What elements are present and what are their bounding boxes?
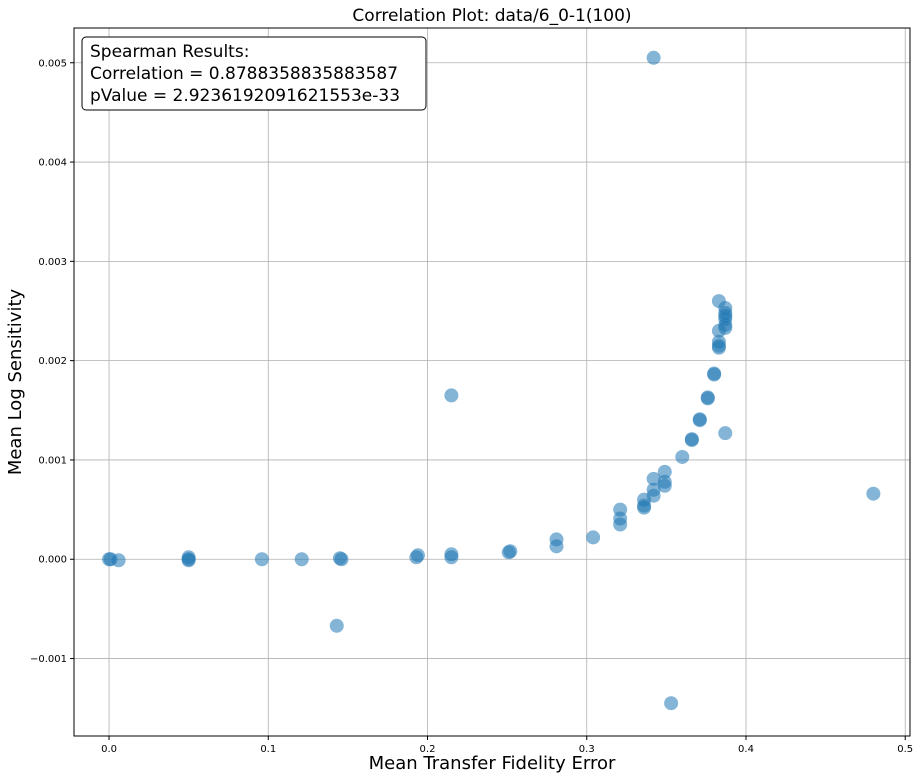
y-tick-label: 0.000 xyxy=(38,555,67,566)
data-point xyxy=(866,486,881,501)
data-point xyxy=(718,426,733,441)
x-tick-label: 0.3 xyxy=(579,744,595,755)
data-point xyxy=(646,471,661,486)
annotation-box: Spearman Results: Correlation = 0.878835… xyxy=(81,36,427,111)
x-tick-label: 0.2 xyxy=(420,744,436,755)
y-tick-label: 0.003 xyxy=(38,257,67,268)
data-point xyxy=(692,412,707,427)
data-point xyxy=(707,366,722,381)
y-tick-label: −0.001 xyxy=(30,654,67,665)
y-axis-label: Mean Log Sensitivity xyxy=(5,288,26,475)
x-axis-ticks: 0.0 0.1 0.2 0.3 0.4 0.5 xyxy=(101,736,913,755)
data-point xyxy=(646,50,661,65)
data-point xyxy=(549,532,564,547)
plot-border xyxy=(73,27,911,737)
y-tick-label: 0.004 xyxy=(38,158,67,169)
annotation-line-1: Spearman Results: xyxy=(90,42,249,62)
y-tick-label: 0.001 xyxy=(38,455,67,466)
y-axis-ticks: −0.001 0.000 0.001 0.002 0.003 0.004 0.005 xyxy=(30,58,74,665)
data-point xyxy=(294,552,309,567)
x-tick-label: 0.5 xyxy=(897,744,913,755)
data-points xyxy=(102,50,881,711)
grid-lines xyxy=(74,28,910,736)
y-tick-label: 0.005 xyxy=(38,58,67,69)
annotation-line-3: pValue = 2.9236192091621553e-33 xyxy=(90,86,400,106)
data-point xyxy=(646,482,661,497)
plot-area xyxy=(74,28,910,736)
data-point xyxy=(410,548,425,563)
annotation-line-2: Correlation = 0.8788358835883587 xyxy=(90,64,398,84)
x-tick-label: 0.0 xyxy=(101,744,117,755)
annotation-frame xyxy=(81,36,427,111)
data-point xyxy=(444,388,459,403)
x-axis-label: Mean Transfer Fidelity Error xyxy=(369,753,616,774)
data-point xyxy=(657,474,672,489)
data-point xyxy=(334,552,349,567)
x-tick-label: 0.1 xyxy=(260,744,276,755)
data-point xyxy=(664,696,679,711)
y-tick-label: 0.002 xyxy=(38,356,67,367)
data-point xyxy=(718,301,733,316)
data-point xyxy=(586,530,601,545)
data-point xyxy=(181,553,196,568)
data-point xyxy=(675,449,690,464)
data-point xyxy=(254,552,269,567)
data-point xyxy=(711,334,726,349)
data-point xyxy=(329,618,344,633)
data-point xyxy=(444,547,459,562)
data-point xyxy=(684,432,699,447)
x-tick-label: 0.4 xyxy=(738,744,754,755)
data-point xyxy=(111,553,126,568)
chart-title: Correlation Plot: data/6_0-1(100) xyxy=(352,6,631,26)
data-point xyxy=(613,502,628,517)
data-point xyxy=(657,464,672,479)
data-point xyxy=(503,544,518,559)
data-point xyxy=(700,390,715,405)
